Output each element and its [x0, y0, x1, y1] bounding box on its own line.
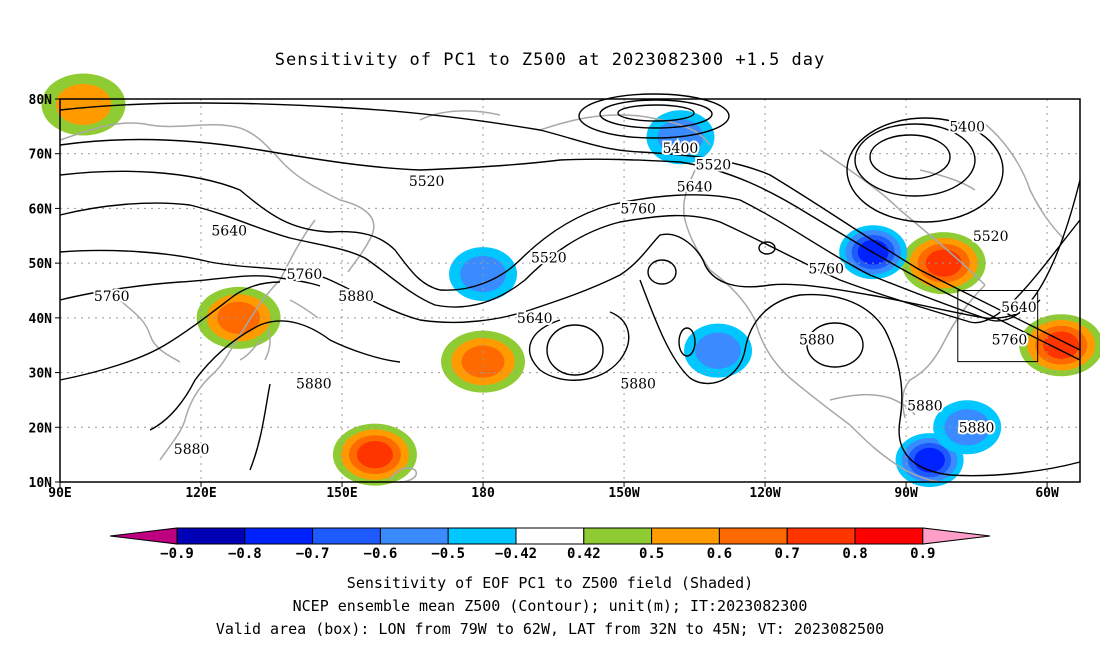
contour-label: 5880	[799, 333, 835, 349]
colorbar-label: −0.5	[431, 546, 465, 560]
colorbar-segment	[583, 527, 653, 545]
caption-line-1: Sensitivity of EOF PC1 to Z500 field (Sh…	[346, 574, 754, 592]
x-tick-label: 120W	[749, 486, 780, 501]
contour-label: 5640	[517, 311, 553, 327]
contour-label: 5880	[174, 442, 210, 458]
colorbar-segment	[244, 527, 314, 545]
chart-title: Sensitivity of PC1 to Z500 at 2023082300…	[274, 50, 826, 70]
contour-label: 5880	[296, 377, 332, 393]
shaded-region-2-level-3	[356, 440, 393, 469]
contour-label: 5760	[808, 262, 844, 278]
x-tick-label: 150W	[608, 486, 639, 501]
x-tick-label: 60W	[1035, 486, 1059, 501]
contour-label: 5760	[94, 289, 130, 305]
colorbar-segment	[786, 527, 856, 545]
contour-label: 5880	[959, 420, 995, 436]
contour-labels: 5400540055205520552055205640564056405640…	[92, 117, 1039, 460]
colorbar-label: 0.5	[639, 546, 664, 560]
x-tick-label: 90W	[894, 486, 918, 501]
colorbar-segment	[379, 527, 449, 545]
y-tick-label: 60N	[29, 202, 53, 217]
x-tick-label: 120E	[185, 486, 216, 501]
valid-area-box	[957, 290, 1039, 363]
colorbar-end-high	[922, 527, 991, 545]
colorbar-label: 0.42	[567, 546, 601, 560]
y-tick-label: 20N	[29, 421, 53, 436]
contour-label: 5760	[287, 267, 323, 283]
colorbar-label: −0.7	[296, 546, 330, 560]
colorbar-label: 0.9	[910, 546, 935, 560]
y-tick-label: 10N	[29, 476, 53, 491]
colorbar-label: 0.6	[707, 546, 732, 560]
shaded-region-7-level-3	[914, 447, 945, 473]
contour-label: 5880	[338, 289, 374, 305]
colorbar-label: 0.7	[775, 546, 800, 560]
colorbar-label: −0.6	[364, 546, 398, 560]
lat-lon-grid	[60, 99, 1080, 482]
colorbar: −0.9 −0.8 −0.7 −0.6 −0.5 −0.42 0.42 0.5 0.6 0.7 0.…	[109, 527, 991, 560]
y-tick-label: 30N	[29, 367, 53, 382]
colorbar-segment	[312, 527, 381, 545]
x-tick-label: 90E	[48, 486, 71, 501]
shaded-region-9-level-1	[944, 409, 990, 446]
shaded-region-4-level-3	[1043, 331, 1080, 359]
colorbar-label: −0.42	[495, 546, 537, 560]
colorbar-label: 0.8	[842, 546, 867, 560]
colorbar-label: −0.8	[228, 546, 262, 560]
shaded-region-11-level-1	[695, 332, 741, 369]
contour-label: 5520	[531, 251, 567, 267]
colorbar-label: −0.9	[160, 546, 194, 560]
contour-label: 5400	[949, 119, 985, 135]
contour-label: 5640	[211, 223, 247, 239]
x-tick-label: 180	[471, 486, 495, 501]
caption-line-2: NCEP ensemble mean Z500 (Contour); unit(…	[292, 597, 808, 615]
colorbar-segment	[854, 527, 924, 545]
caption-line-3: Valid area (box): LON from 79W to 62W, L…	[215, 620, 885, 638]
colorbar-end-low	[109, 527, 178, 545]
colorbar-segment	[176, 527, 246, 545]
contour-label: 5640	[677, 180, 713, 196]
contour-label: 5400	[663, 141, 699, 157]
shaded-region-0-level-2	[217, 301, 261, 334]
shaded-region-1-level-2	[461, 345, 505, 378]
y-tick-label: 40N	[29, 312, 53, 327]
contour-label: 5520	[973, 229, 1009, 245]
contour-label: 5880	[907, 398, 943, 414]
axis-tick-labels: 90E 120E 150E 180 150W 120W 90W 60W 80N 70N 60N 50N…	[29, 93, 1059, 501]
shaded-region-5-level-1	[55, 83, 112, 126]
contour-label: 5880	[620, 377, 656, 393]
x-tick-label: 150E	[326, 486, 357, 501]
y-tick-label: 70N	[29, 148, 53, 163]
geopotential-contours	[59, 93, 1081, 477]
y-tick-label: 50N	[29, 257, 53, 272]
contour-label: 5760	[992, 333, 1028, 349]
colorbar-segment	[515, 527, 585, 545]
contour-label: 5520	[696, 158, 732, 174]
contour-label: 5760	[620, 201, 656, 217]
colorbar-segment	[447, 527, 517, 545]
y-tick-label: 80N	[29, 93, 53, 108]
colorbar-segment	[651, 527, 720, 545]
colorbar-segment	[718, 527, 788, 545]
contour-label: 5520	[409, 174, 445, 190]
map-frame	[59, 98, 1081, 483]
contour-label: 5640	[1001, 300, 1037, 316]
sensitivity-map: 5400540055205520552055205640564056405640…	[29, 73, 1100, 560]
